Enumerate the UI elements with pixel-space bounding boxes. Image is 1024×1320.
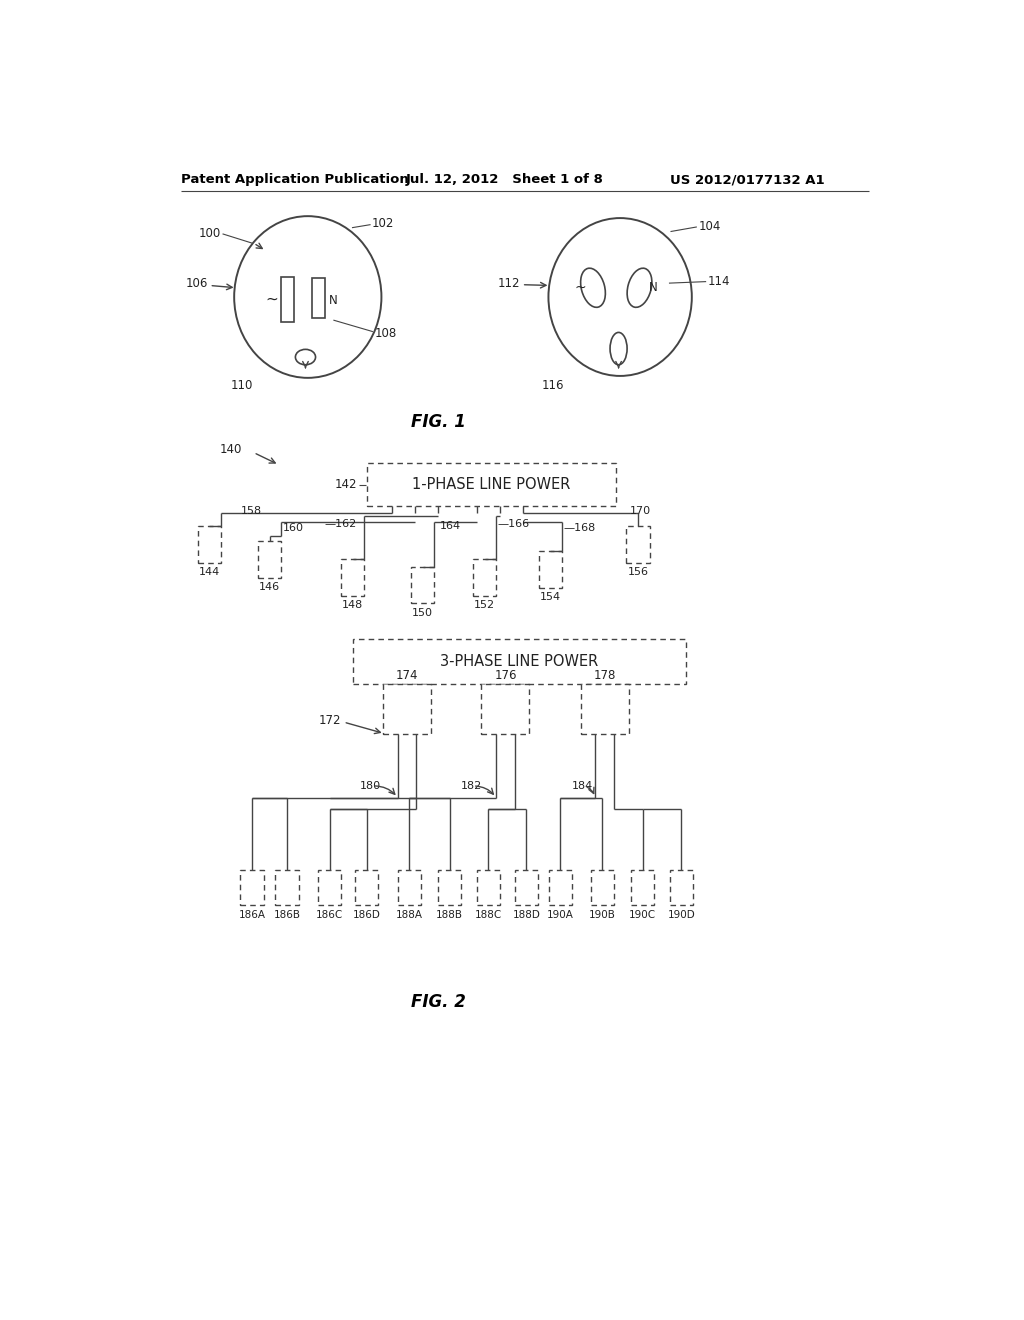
Ellipse shape [610,333,627,364]
Bar [473,558,496,595]
Text: 140: 140 [219,444,242,455]
Text: 148: 148 [342,601,364,610]
Text: 146: 146 [259,582,281,593]
Bar [581,684,629,734]
Text: 102: 102 [372,218,394,231]
Bar [341,558,365,595]
Text: 186C: 186C [315,911,343,920]
Text: 190D: 190D [668,911,695,920]
Text: Patent Application Publication: Patent Application Publication [180,173,409,186]
Text: 142: 142 [335,478,357,491]
Bar [352,639,686,684]
Text: 108: 108 [375,326,396,339]
Text: 152: 152 [474,601,495,610]
Text: 112: 112 [498,277,520,289]
Text: 110: 110 [230,379,253,392]
Text: 116: 116 [542,379,564,392]
Text: 160: 160 [283,523,304,533]
Text: —168: —168 [563,523,596,533]
Bar [367,463,616,507]
Bar [481,684,529,734]
Text: 184: 184 [572,781,594,791]
Bar [258,541,282,578]
Text: 154: 154 [540,593,561,602]
Text: 190B: 190B [589,911,615,920]
Text: 188A: 188A [396,911,423,920]
Bar [670,870,693,906]
Bar [397,870,421,906]
Text: 174: 174 [395,669,418,682]
Bar [477,870,500,906]
Text: 182: 182 [461,781,482,791]
Text: ~: ~ [574,281,586,294]
Text: 190C: 190C [629,911,656,920]
Text: —162: —162 [325,519,356,529]
Bar [515,870,538,906]
Bar [317,870,341,906]
Bar [275,870,299,906]
Text: 164: 164 [439,521,461,532]
Text: US 2012/0177132 A1: US 2012/0177132 A1 [671,173,825,186]
Text: N: N [329,294,338,308]
Text: FIG. 1: FIG. 1 [411,413,466,430]
Ellipse shape [234,216,381,378]
Text: 190A: 190A [547,911,573,920]
Ellipse shape [627,268,652,308]
Text: N: N [649,281,657,294]
Bar [241,870,263,906]
Bar [411,566,434,603]
Text: 144: 144 [199,566,220,577]
Text: 188C: 188C [475,911,502,920]
Bar [355,870,378,906]
Bar [311,277,325,318]
Bar [383,684,431,734]
Text: 150: 150 [412,607,433,618]
Text: 114: 114 [708,275,730,288]
Text: 186A: 186A [239,911,265,920]
Text: FIG. 2: FIG. 2 [411,993,466,1011]
Text: Jul. 12, 2012   Sheet 1 of 8: Jul. 12, 2012 Sheet 1 of 8 [406,173,603,186]
Ellipse shape [581,268,605,308]
Text: 106: 106 [185,277,208,289]
Bar [281,277,294,322]
Bar [631,870,654,906]
Bar [539,552,562,589]
Bar [198,525,221,562]
Text: 186B: 186B [273,911,300,920]
Text: —166: —166 [498,519,529,529]
Text: 156: 156 [628,566,648,577]
Text: 172: 172 [318,714,341,727]
Bar [438,870,461,906]
Bar [549,870,572,906]
Ellipse shape [549,218,692,376]
Text: 176: 176 [495,669,517,682]
Bar [591,870,614,906]
Text: 1-PHASE LINE POWER: 1-PHASE LINE POWER [413,478,570,492]
Text: 3-PHASE LINE POWER: 3-PHASE LINE POWER [440,653,598,669]
Ellipse shape [295,350,315,364]
Text: ~: ~ [266,292,279,306]
Bar [627,525,649,562]
Text: 158: 158 [241,506,261,516]
Text: 186D: 186D [352,911,381,920]
Text: 170: 170 [630,506,651,516]
Text: 104: 104 [698,219,721,232]
Text: 100: 100 [199,227,221,240]
Text: 180: 180 [360,781,381,791]
Text: 178: 178 [594,669,615,682]
Text: 188D: 188D [512,911,541,920]
Text: 188B: 188B [436,911,463,920]
